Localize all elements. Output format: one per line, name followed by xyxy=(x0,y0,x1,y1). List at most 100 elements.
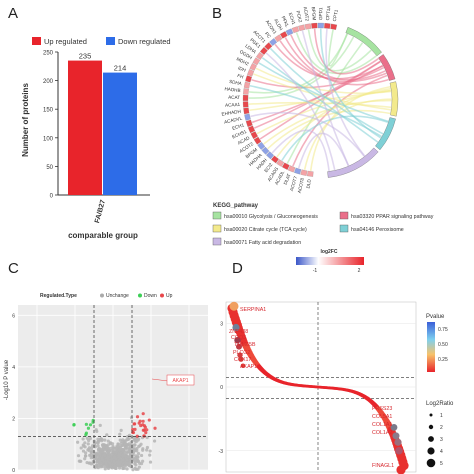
gene-arc xyxy=(243,107,250,115)
volcano-point xyxy=(106,449,110,454)
volcano-point xyxy=(145,435,149,440)
volcano-point xyxy=(133,427,137,431)
volcano-point xyxy=(111,446,116,450)
legend-swatch-up xyxy=(32,37,41,45)
pvalue-tick-label: 0.75 xyxy=(438,327,448,333)
gene-arc xyxy=(242,101,249,108)
volcano-point xyxy=(92,441,97,445)
bar-down-regulated xyxy=(103,72,137,195)
volcano-point xyxy=(99,450,103,454)
pvalue-colorbar xyxy=(427,322,435,372)
volcano-point xyxy=(110,457,114,461)
volcano-point xyxy=(112,459,116,464)
volcano-y-tick-label: 6 xyxy=(12,313,15,319)
highlight-point xyxy=(229,301,239,311)
volcano-point xyxy=(96,466,100,470)
chord-ribbons xyxy=(248,28,392,172)
volcano-point xyxy=(137,461,142,465)
volcano-point xyxy=(81,437,85,441)
volcano-point xyxy=(122,449,126,453)
volcano-y-title: -Log10 P value xyxy=(4,359,10,400)
volcano-point xyxy=(114,450,118,454)
top-gene-label: SERPINA1 xyxy=(240,307,266,313)
gene-arc xyxy=(264,42,273,51)
volcano-point xyxy=(76,440,80,444)
volcano-point xyxy=(99,436,103,441)
panel-letter-b: B xyxy=(212,5,222,22)
volcano-point xyxy=(109,465,113,469)
volcano-point xyxy=(85,460,89,465)
pathway-legend-swatch xyxy=(212,211,222,220)
volcano-point xyxy=(87,446,92,450)
gene-label: CPT1A xyxy=(325,4,332,20)
colorbar-title: log2FC xyxy=(321,249,338,255)
volcano-plot: Regulated.Type Unchange Down Up 0 2 4 6 -Lo… xyxy=(4,293,208,474)
volcano-point xyxy=(148,460,153,464)
legend-label-down: Down regulated xyxy=(118,37,171,46)
gene-label: SDHA xyxy=(229,79,243,87)
volcano-point xyxy=(127,442,131,446)
volcano-point xyxy=(84,451,88,455)
annotation-leader xyxy=(151,378,169,382)
gene-label: PCK2 xyxy=(295,10,303,23)
volcano-point xyxy=(89,453,93,457)
volcano-y-tick-label: 4 xyxy=(12,365,15,371)
volcano-point xyxy=(144,431,148,435)
volcano-point xyxy=(134,463,138,467)
volcano-points xyxy=(72,412,157,472)
y-tick-label: 100 xyxy=(43,136,54,142)
volcano-point xyxy=(103,453,107,458)
legend-label-unchange: Unchange xyxy=(106,293,129,299)
gene-arc xyxy=(287,165,296,173)
volcano-point xyxy=(124,446,129,450)
volcano-point xyxy=(142,434,146,438)
volcano-point xyxy=(91,444,95,448)
pvalue-tick-label: 0.25 xyxy=(438,357,448,363)
volcano-point xyxy=(131,453,135,457)
gene-label: MDH2 xyxy=(236,56,250,66)
gene-label: OGDH xyxy=(239,49,253,60)
gene-label: ACAD xyxy=(237,135,251,146)
volcano-point xyxy=(129,415,134,420)
volcano-point xyxy=(132,449,136,453)
legend-swatch-down xyxy=(106,37,115,45)
gene-arc xyxy=(249,63,257,71)
gene-label: DLAT xyxy=(283,173,292,186)
gene-arc xyxy=(252,57,261,66)
volcano-point xyxy=(126,435,130,439)
gene-label: ECHS1 xyxy=(231,129,247,140)
gene-arc xyxy=(317,22,324,29)
top-gene-label: AKAP1 xyxy=(240,364,257,370)
chord-ribbon xyxy=(325,28,366,157)
volcano-point xyxy=(117,455,121,459)
gene-label: ECH1 xyxy=(231,122,245,131)
gene-label: BPGM xyxy=(311,7,317,21)
threshold-lines xyxy=(18,305,208,470)
pathway-legend-label: hsa00020 Citrate cycle (TCA cycle) xyxy=(224,227,307,233)
pathway-legend-label: hsa00010 Glycolysis / Gluconeogenesis xyxy=(224,214,318,220)
chord-ribbon xyxy=(281,115,389,161)
volcano-point xyxy=(148,449,152,453)
highlight-point xyxy=(396,465,406,474)
volcano-point xyxy=(136,455,140,459)
volcano-point xyxy=(97,461,102,465)
gene-arc xyxy=(250,131,258,139)
y-tick-label: 0 xyxy=(50,194,54,200)
volcano-point xyxy=(153,426,157,430)
volcano-point xyxy=(148,453,152,457)
pvalue-legend-title: Pvalue xyxy=(426,314,445,320)
volcano-y-ticks: 0 2 4 6 xyxy=(12,313,15,474)
colorbar-min-label: -1 xyxy=(313,268,318,274)
gene-label: ACAA1 xyxy=(225,102,241,108)
pathway-legend-label: hsa00071 Fatty acid degradation xyxy=(224,240,301,246)
volcano-point xyxy=(139,453,144,458)
volcano-point xyxy=(79,459,83,463)
panel-letter-d: D xyxy=(232,260,243,277)
highlight-point xyxy=(240,363,246,369)
volcano-point xyxy=(135,415,140,419)
volcano-point xyxy=(88,423,93,427)
volcano-point xyxy=(141,412,145,416)
gene-arc xyxy=(244,113,251,121)
pathway-legend-swatch xyxy=(212,224,222,233)
size-legend-title: Log2Ratio xyxy=(426,401,454,407)
